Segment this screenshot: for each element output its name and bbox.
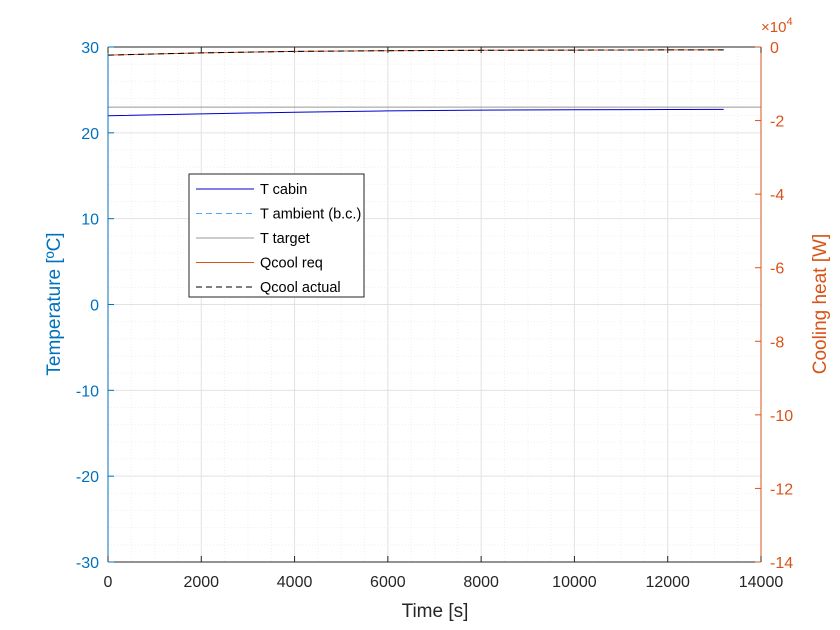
grid bbox=[107, 46, 762, 563]
y-right-tick-label: -6 bbox=[770, 261, 784, 278]
y-left-tick-label: 20 bbox=[81, 126, 99, 143]
y-right-tick-label: -10 bbox=[770, 408, 793, 425]
tick-labels: 0 2000 4000 6000 8000 10000 12000 140003020100-… bbox=[76, 40, 793, 591]
right-axis-exponent-base: ×10 bbox=[761, 19, 786, 36]
x-axis-label: Time [s] bbox=[402, 601, 469, 622]
x-tick-label: 4000 bbox=[277, 574, 313, 591]
x-tick-label: 10000 bbox=[552, 574, 597, 591]
y-axis-left-label: Temperature [ºC] bbox=[44, 232, 65, 375]
legend-label-1: T ambient (b.c.) bbox=[260, 207, 361, 223]
y-left-tick-label: -30 bbox=[76, 555, 99, 572]
legend-label-3: Qcool req bbox=[260, 256, 323, 272]
right-axis-exponent: ×104 bbox=[761, 16, 793, 36]
series-line-qcool-actual bbox=[107, 49, 724, 56]
y-right-tick-label: -8 bbox=[770, 334, 784, 351]
legend-label-4: Qcool actual bbox=[260, 280, 341, 296]
legend-box bbox=[188, 173, 365, 298]
y-left-tick-label: 10 bbox=[81, 212, 99, 229]
y-left-tick-label: -20 bbox=[76, 469, 99, 486]
x-tick-label: 2000 bbox=[183, 574, 219, 591]
y-right-tick-label: -2 bbox=[770, 114, 784, 131]
y-left-tick-label: 0 bbox=[90, 298, 99, 315]
right-axis-exponent-power: 4 bbox=[786, 16, 792, 28]
y-right-tick-label: -12 bbox=[770, 481, 793, 498]
y-axis-right-label: Cooling heat [W] bbox=[810, 234, 831, 374]
x-tick-label: 6000 bbox=[370, 574, 406, 591]
y-right-tick-label: -4 bbox=[770, 187, 784, 204]
x-tick-label: 12000 bbox=[645, 574, 690, 591]
x-tick-label: 8000 bbox=[463, 574, 499, 591]
x-tick-label: 14000 bbox=[739, 574, 784, 591]
legend: T cabin T ambient (b.c.) T target Qcool req… bbox=[188, 173, 365, 298]
y-left-tick-label: -10 bbox=[76, 383, 99, 400]
y-left-tick-label: 30 bbox=[81, 40, 99, 57]
x-tick-label: 0 bbox=[104, 574, 113, 591]
y-right-tick-label: 0 bbox=[770, 40, 779, 57]
legend-label-2: T target bbox=[260, 231, 310, 247]
legend-label-0: T cabin bbox=[260, 182, 307, 198]
axes bbox=[107, 46, 762, 563]
y-right-tick-label: -14 bbox=[770, 555, 793, 572]
series-line-t-cabin bbox=[107, 108, 724, 117]
